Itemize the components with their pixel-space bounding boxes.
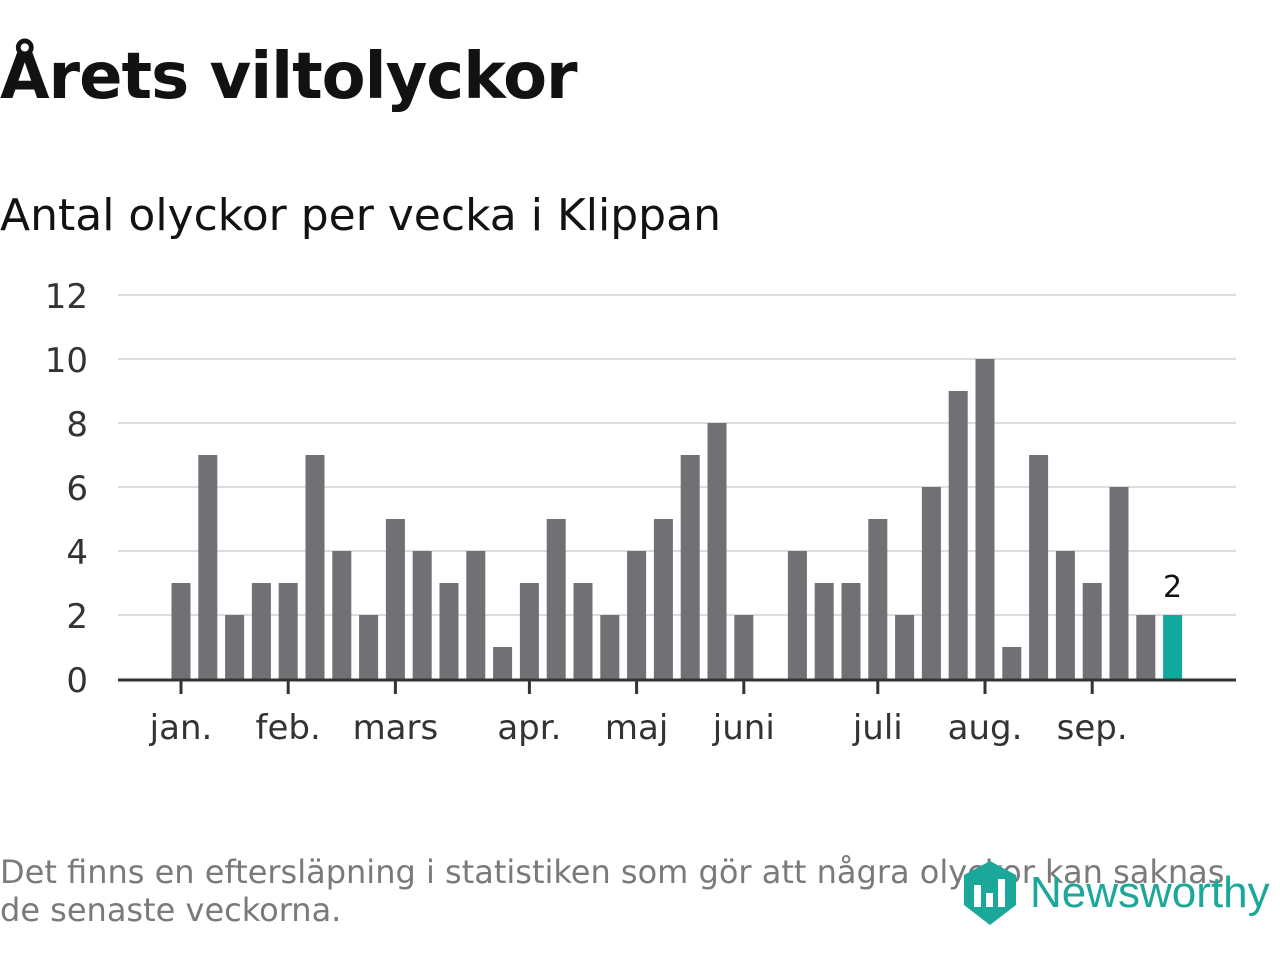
y-tick-label: 12 xyxy=(45,277,88,317)
bar xyxy=(225,615,245,679)
bar xyxy=(385,519,405,679)
x-tick-label: sep. xyxy=(1057,708,1128,748)
bar xyxy=(412,551,432,679)
bar xyxy=(1002,647,1022,679)
bar xyxy=(573,583,593,679)
x-axis: jan. feb. mars apr. maj juni juli aug. sep. xyxy=(118,678,1236,748)
brand-name: Newsworthy xyxy=(1030,868,1270,917)
bar xyxy=(680,455,700,679)
bar xyxy=(627,551,647,679)
y-tick-label: 4 xyxy=(66,533,88,573)
bar xyxy=(305,455,325,679)
x-tick-label: mars xyxy=(353,708,439,748)
gridlines xyxy=(118,294,1236,616)
bar-current-week xyxy=(1163,615,1183,679)
footnote: Det finns en eftersläpning i statistiken… xyxy=(0,853,1225,929)
bar xyxy=(1109,487,1129,679)
chart-title: Årets viltolyckor xyxy=(0,40,578,114)
bar xyxy=(466,551,486,679)
bar-chart: 0 2 4 6 8 10 12 jan. feb. mars apr. maj juni juli aug… xyxy=(45,277,1236,748)
brand-logo: Newsworthy xyxy=(962,858,1270,928)
x-tick-label: maj xyxy=(605,708,668,748)
x-tick-label: juni xyxy=(712,708,775,748)
bar xyxy=(278,583,298,679)
bar xyxy=(198,455,218,679)
y-tick-label: 2 xyxy=(66,597,88,637)
y-tick-label: 8 xyxy=(66,405,88,445)
bar xyxy=(1136,615,1156,679)
bar xyxy=(841,583,861,679)
bar xyxy=(493,647,513,679)
bar xyxy=(975,359,995,679)
newsworthy-logo-icon xyxy=(964,861,1016,925)
x-tick-label: feb. xyxy=(256,708,321,748)
data-label-current-week: 2 xyxy=(1163,570,1182,605)
x-tick-label: aug. xyxy=(948,708,1023,748)
chart-subtitle: Antal olyckor per vecka i Klippan xyxy=(0,190,721,241)
bar xyxy=(734,615,754,679)
bar xyxy=(1029,455,1049,679)
x-tick-label: apr. xyxy=(497,708,561,748)
bar xyxy=(546,519,566,679)
bar xyxy=(814,583,834,679)
bar xyxy=(868,519,888,679)
bar xyxy=(653,519,673,679)
bar xyxy=(439,583,459,679)
bar xyxy=(787,551,807,679)
bar xyxy=(171,583,191,679)
x-tick-label: juli xyxy=(852,708,903,748)
bar xyxy=(359,615,379,679)
y-axis-ticks: 0 2 4 6 8 10 12 xyxy=(45,277,88,701)
data-labels: 2 xyxy=(1163,570,1182,605)
y-tick-label: 0 xyxy=(66,661,88,701)
bar xyxy=(251,583,271,679)
bar xyxy=(948,391,968,679)
y-tick-label: 10 xyxy=(45,341,88,381)
bar xyxy=(895,615,915,679)
bar xyxy=(1082,583,1102,679)
x-tick-label: jan. xyxy=(149,708,213,748)
y-tick-label: 6 xyxy=(66,469,88,509)
bar xyxy=(332,551,352,679)
bar xyxy=(707,423,727,679)
bar xyxy=(519,583,539,679)
bar xyxy=(1055,551,1075,679)
bars xyxy=(171,359,1183,679)
bar xyxy=(600,615,620,679)
bar xyxy=(921,487,941,679)
